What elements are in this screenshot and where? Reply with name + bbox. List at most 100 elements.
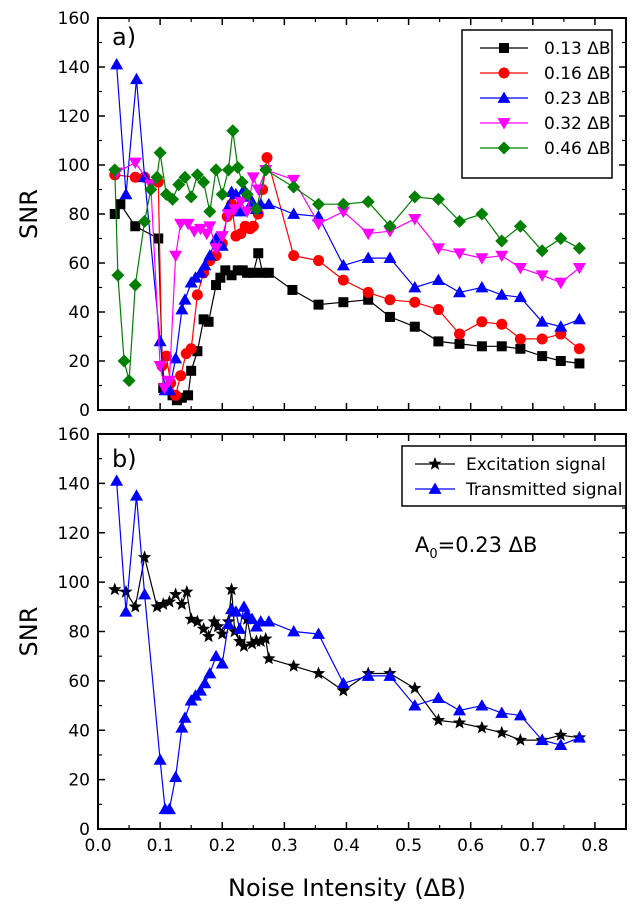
data-point <box>117 354 131 368</box>
data-point <box>233 622 247 634</box>
data-point <box>178 711 192 723</box>
y-tick-label: 60 <box>68 254 90 274</box>
data-point <box>535 270 549 282</box>
amplitude-annotation: A0=0.23 ΔB <box>415 533 537 562</box>
data-point <box>312 218 326 231</box>
data-point <box>138 214 152 228</box>
y-tick-label: 20 <box>68 771 90 791</box>
data-point <box>109 209 120 219</box>
data-point <box>535 244 549 258</box>
y-axis-title: SNR <box>15 189 43 239</box>
data-point <box>129 171 141 183</box>
data-point <box>336 683 350 697</box>
legend-marker <box>499 43 509 53</box>
legend-box <box>401 445 627 507</box>
data-point <box>235 175 249 189</box>
y-tick-label: 160 <box>58 425 90 445</box>
data-point <box>261 152 273 164</box>
data-point <box>162 375 176 388</box>
data-point <box>175 721 189 733</box>
data-point <box>362 286 374 298</box>
y-tick-label: 120 <box>58 107 90 127</box>
data-point <box>215 187 229 201</box>
data-point <box>153 753 167 765</box>
data-point <box>363 294 374 305</box>
annotation-main: A <box>415 533 430 557</box>
data-point <box>513 733 528 746</box>
data-point <box>150 170 164 184</box>
data-point <box>221 163 235 177</box>
data-point <box>452 715 467 729</box>
data-point <box>190 614 204 628</box>
data-point <box>209 163 223 177</box>
series-line-1 <box>116 480 580 810</box>
panel-b: 0 20 40 60 80 100 120 140 160 0.0 0.1 0.2 0.3 0.4 0.5 0… <box>15 425 627 902</box>
data-point <box>336 258 350 271</box>
data-point <box>221 617 235 629</box>
legend-box <box>461 29 613 179</box>
data-point <box>259 163 273 177</box>
data-point <box>383 251 397 263</box>
data-point <box>209 243 223 255</box>
data-point <box>184 612 198 625</box>
data-point <box>361 669 375 681</box>
data-point <box>203 221 217 233</box>
data-point <box>287 284 298 295</box>
x-tick-label: 0.6 <box>457 836 484 856</box>
y-tick-label: 160 <box>58 9 90 29</box>
data-point <box>201 629 216 643</box>
series-line-4 <box>114 130 580 381</box>
data-point <box>228 624 242 638</box>
legend-label: 0.13 ΔB <box>544 39 611 59</box>
data-point <box>287 180 301 194</box>
data-point <box>383 669 397 681</box>
data-point <box>262 651 276 665</box>
data-point <box>338 297 349 308</box>
data-point <box>190 168 204 182</box>
y-tick-label: 40 <box>68 721 90 741</box>
data-point <box>130 221 141 232</box>
data-point <box>312 197 326 211</box>
data-point <box>169 770 183 783</box>
data-point <box>137 550 152 564</box>
data-point <box>572 241 586 255</box>
data-point <box>176 392 187 403</box>
data-point <box>180 585 194 598</box>
data-point <box>408 699 422 711</box>
data-point <box>150 599 164 613</box>
data-point <box>249 202 263 216</box>
data-point <box>211 619 225 633</box>
data-point <box>200 228 214 241</box>
data-point <box>513 263 527 275</box>
data-point <box>476 341 487 352</box>
data-point <box>192 346 203 357</box>
data-point <box>495 288 509 300</box>
data-point <box>215 272 226 283</box>
data-point <box>454 338 465 349</box>
data-point <box>119 585 133 598</box>
data-point <box>122 374 136 388</box>
data-point <box>157 383 171 395</box>
data-point <box>496 341 507 352</box>
data-point <box>361 195 375 209</box>
data-point <box>237 639 251 652</box>
data-point <box>313 255 325 267</box>
data-point <box>513 219 527 233</box>
data-point <box>229 605 243 617</box>
data-point <box>197 175 211 189</box>
data-point <box>555 356 566 366</box>
data-point <box>312 627 326 639</box>
data-point <box>453 214 467 228</box>
data-point <box>383 219 397 233</box>
y-tick-label: 40 <box>68 303 90 323</box>
data-point <box>191 289 203 301</box>
data-point <box>336 197 350 211</box>
data-point <box>207 614 221 628</box>
data-point <box>514 333 526 345</box>
data-point <box>193 266 207 278</box>
data-point <box>215 627 229 640</box>
panel-a: 0 20 40 60 80 100 120 140 160 SNR a) 0.13 ΔB 0.16 ΔB… <box>15 9 627 421</box>
data-point <box>431 691 445 704</box>
data-point <box>211 280 222 291</box>
data-point <box>336 206 350 219</box>
